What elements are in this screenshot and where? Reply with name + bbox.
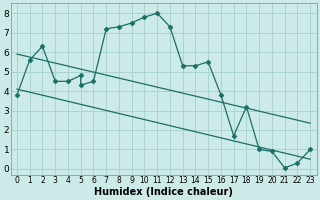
X-axis label: Humidex (Indice chaleur): Humidex (Indice chaleur)	[94, 187, 233, 197]
